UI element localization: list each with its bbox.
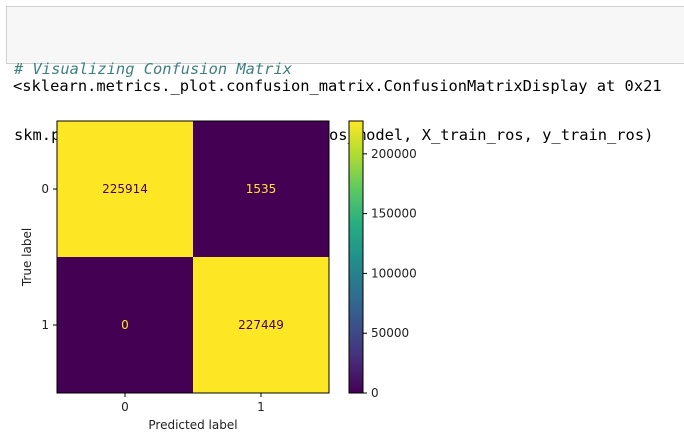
x-axis-label: Predicted label	[148, 418, 237, 432]
matrix-cells	[57, 121, 329, 393]
matrix-cell-label: 225914	[102, 182, 148, 196]
colorbar-tick-label: 150000	[371, 207, 417, 221]
code-comment: # Visualizing Confusion Matrix	[14, 60, 292, 78]
matrix-cell	[193, 257, 329, 393]
colorbar-tick-label: 200000	[371, 147, 417, 161]
y-tick-label: 0	[41, 182, 49, 196]
cell-output-text: <sklearn.metrics._plot.confusion_matrix.…	[13, 77, 662, 95]
x-tick-label: 0	[121, 400, 129, 414]
colorbar-ticks: 0 50000 100000 150000 200000	[363, 147, 417, 400]
y-axis-ticks: 01	[41, 182, 57, 332]
colorbar	[348, 120, 364, 394]
y-axis-label: True label	[20, 228, 34, 287]
colorbar-tick-label: 50000	[371, 326, 409, 340]
matrix-cell	[57, 121, 193, 257]
matrix-cell-label: 0	[121, 318, 129, 332]
colorbar-tick-label: 100000	[371, 266, 417, 280]
matrix-cell-labels: 225914 1535 0 227449	[102, 182, 284, 332]
matrix-cell-label: 227449	[238, 318, 284, 332]
y-tick-label: 1	[41, 318, 49, 332]
matrix-cell	[193, 121, 329, 257]
x-tick-label: 1	[257, 400, 265, 414]
matrix-cell	[57, 257, 193, 393]
matrix-cell-label: 1535	[246, 182, 277, 196]
matrix-frame	[56, 120, 330, 394]
colorbar-tick-label: 0	[371, 386, 379, 400]
